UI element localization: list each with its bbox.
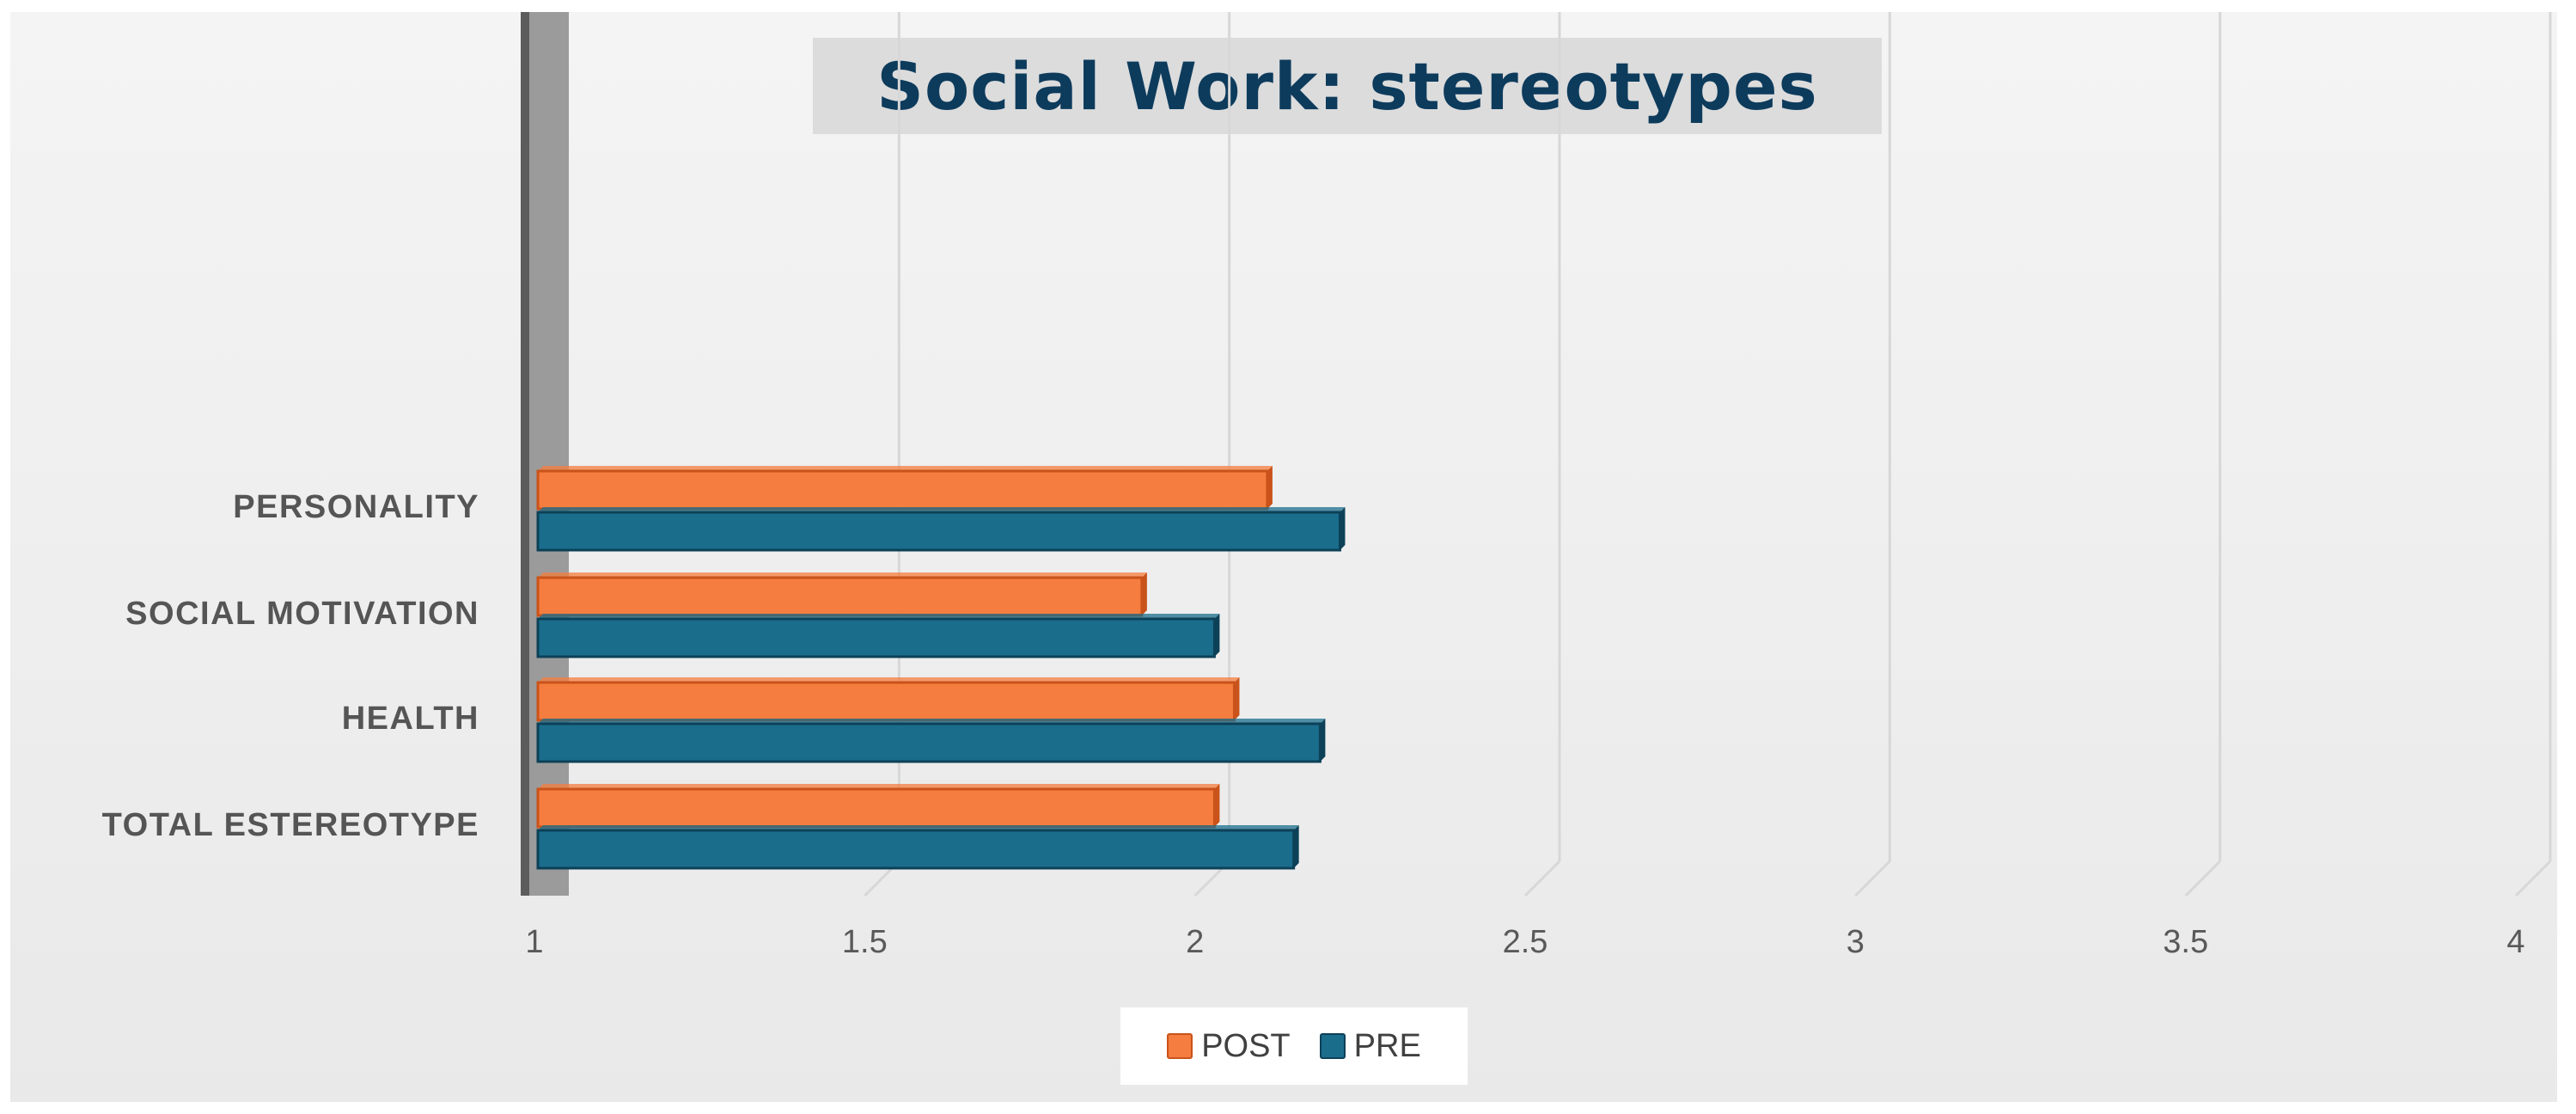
bar-post: [536, 466, 1273, 511]
gridline-floor: [2184, 860, 2221, 897]
bar-front-face: [538, 830, 1294, 868]
chart-title-box: Social Work: stereotypes: [813, 38, 1882, 134]
bar-outline: [536, 722, 1322, 763]
bar-outline: [536, 511, 1341, 552]
x-tick-label: 1.5: [842, 924, 888, 960]
bar-front-face: [538, 578, 1142, 615]
category-label: TOTAL ESTEREOTYPE: [102, 807, 479, 843]
legend-swatch-pre: [1319, 1033, 1346, 1059]
x-tick-label: 2: [1186, 924, 1204, 960]
x-tick-label: 3: [1847, 924, 1865, 960]
bar-end-face: [1320, 719, 1326, 762]
x-tick-label: 2.5: [1503, 924, 1548, 960]
bar-front-face: [538, 512, 1340, 550]
axis-wall: [522, 12, 569, 896]
bar-front-face: [538, 789, 1215, 827]
category-label: HEALTH: [342, 701, 479, 737]
gridlines: [864, 12, 2552, 897]
legend-item-post: POST: [1167, 1027, 1291, 1065]
bar-outline: [536, 617, 1216, 658]
bar-end-face: [1234, 677, 1240, 720]
axis-line: [521, 12, 529, 896]
labels: 1 1.5 2 2.5 3 3.5 4 PERSONALITY SOCIAL MOTIVATIO…: [102, 489, 2525, 960]
gridline-floor: [2514, 860, 2552, 897]
legend-swatch-post: [1167, 1033, 1193, 1059]
bar-pre: [536, 825, 1299, 870]
legend-label-pre: PRE: [1353, 1027, 1421, 1064]
bar-pre: [536, 507, 1346, 552]
gridline-floor: [1854, 860, 1891, 897]
bar-front-face: [538, 471, 1267, 509]
bar-front-face: [538, 619, 1215, 657]
legend: POST PRE: [1120, 1007, 1468, 1085]
bar-pre: [536, 614, 1220, 658]
category-label: SOCIAL MOTIVATION: [125, 596, 479, 632]
bar-post: [536, 677, 1240, 722]
x-tick-label: 4: [2506, 924, 2524, 960]
x-tick-label: 3.5: [2163, 924, 2208, 960]
bar-pre: [536, 719, 1326, 763]
gridline-floor: [1523, 860, 1561, 897]
axis: [521, 12, 569, 896]
bar-front-face: [538, 724, 1321, 762]
chart-title: Social Work: stereotypes: [876, 47, 1818, 125]
bar-post: [536, 784, 1220, 829]
bar-front-face: [538, 682, 1235, 720]
bar-outline: [536, 829, 1296, 870]
x-tick-label: 1: [525, 924, 543, 960]
legend-item-pre: PRE: [1319, 1027, 1421, 1065]
bars: [536, 466, 1346, 870]
bar-post: [536, 572, 1147, 617]
category-label: PERSONALITY: [233, 489, 479, 525]
legend-label-post: POST: [1201, 1027, 1291, 1064]
chart-panel: [10, 12, 2557, 1102]
